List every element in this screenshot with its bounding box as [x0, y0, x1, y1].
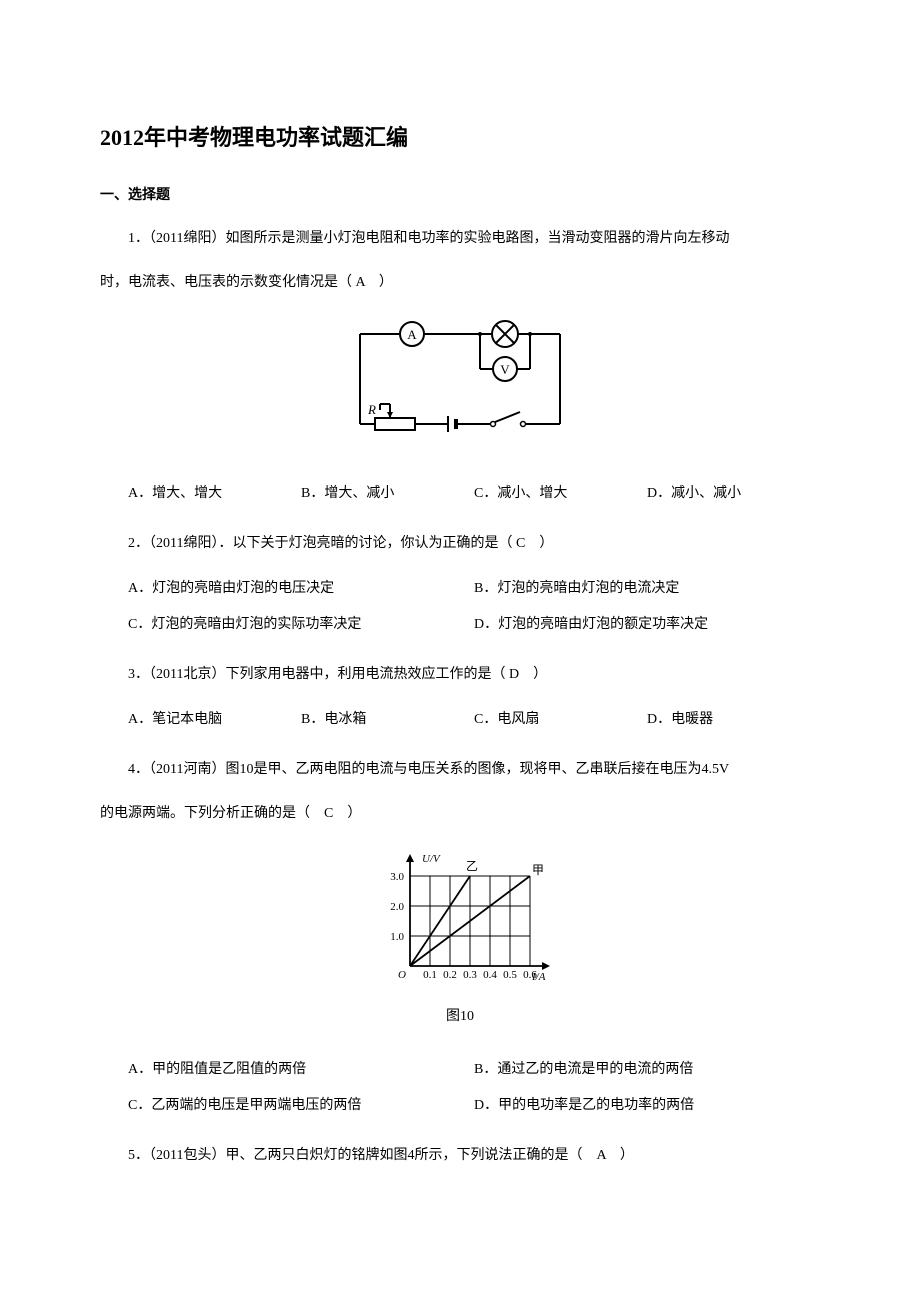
svg-text:O: O	[398, 969, 406, 981]
q1-opt-c: C．减小、增大	[474, 483, 647, 505]
q1-options: A．增大、增大 B．增大、减小 C．减小、增大 D．减小、减小	[100, 483, 820, 505]
q2-opt-a: A．灯泡的亮暗由灯泡的电压决定	[128, 578, 474, 600]
q2-opt-b: B．灯泡的亮暗由灯泡的电流决定	[474, 578, 820, 600]
q1-opt-a: A．增大、增大	[128, 483, 301, 505]
section-heading: 一、选择题	[100, 185, 820, 207]
q5-text: 5．（2011包头）甲、乙两只白炽灯的铭牌如图4所示，下列说法正确的是（ A ）	[100, 1145, 820, 1167]
q1-opt-b: B．增大、减小	[301, 483, 474, 505]
svg-text:A: A	[407, 327, 417, 342]
q2-opts-row1: A．灯泡的亮暗由灯泡的电压决定 B．灯泡的亮暗由灯泡的电流决定	[100, 578, 820, 600]
svg-text:0.2: 0.2	[443, 969, 457, 981]
svg-text:1.0: 1.0	[390, 931, 404, 943]
q4-chart-caption: 图10	[100, 1006, 820, 1028]
svg-text:R: R	[367, 402, 376, 417]
q3-opt-a: A．笔记本电脑	[128, 709, 301, 731]
q1-text-line2: 时，电流表、电压表的示数变化情况是（ A ）	[100, 272, 820, 294]
q2-text: 2．（2011绵阳）．以下关于灯泡亮暗的讨论，你认为正确的是（ C ）	[100, 533, 820, 555]
svg-text:U/V: U/V	[422, 853, 441, 865]
q4-chart: U/VI/AO1.02.03.00.10.20.30.40.50.6甲乙 图10	[100, 846, 820, 1029]
svg-text:甲: 甲	[532, 863, 544, 877]
q3-opt-b: B．电冰箱	[301, 709, 474, 731]
q4-text-line1: 4．（2011河南）图10是甲、乙两电阻的电流与电压关系的图像，现将甲、乙串联后…	[100, 759, 820, 781]
q1-text-line1: 1．（2011绵阳）如图所示是测量小灯泡电阻和电功率的实验电路图，当滑动变阻器的…	[100, 228, 820, 250]
q3-options: A．笔记本电脑 B．电冰箱 C．电风扇 D．电暖器	[100, 709, 820, 731]
q4-text-line2: 的电源两端。下列分析正确的是（ C ）	[100, 803, 820, 825]
page-title: 2012年中考物理电功率试题汇编	[100, 120, 820, 155]
q4-opts-row2: C．乙两端的电压是甲两端电压的两倍 D．甲的电功率是乙的电功率的两倍	[100, 1095, 820, 1117]
q4-opt-a: A．甲的阻值是乙阻值的两倍	[128, 1059, 474, 1081]
svg-text:0.1: 0.1	[423, 969, 437, 981]
svg-text:0.5: 0.5	[503, 969, 517, 981]
svg-text:0.4: 0.4	[483, 969, 497, 981]
svg-text:乙: 乙	[466, 859, 478, 873]
q2-opts-row2: C．灯泡的亮暗由灯泡的实际功率决定 D．灯泡的亮暗由灯泡的额定功率决定	[100, 614, 820, 636]
q4-opt-b: B．通过乙的电流是甲的电流的两倍	[474, 1059, 820, 1081]
q3-opt-c: C．电风扇	[474, 709, 647, 731]
q2-opt-c: C．灯泡的亮暗由灯泡的实际功率决定	[128, 614, 474, 636]
svg-text:0.6: 0.6	[523, 969, 537, 981]
q4-opt-c: C．乙两端的电压是甲两端电压的两倍	[128, 1095, 474, 1117]
q3-text: 3．（2011北京）下列家用电器中，利用电流热效应工作的是（ D ）	[100, 664, 820, 686]
q4-opt-d: D．甲的电功率是乙的电功率的两倍	[474, 1095, 820, 1117]
svg-text:2.0: 2.0	[390, 901, 404, 913]
q3-opt-d: D．电暖器	[647, 709, 820, 731]
q1-circuit-diagram: A R V	[100, 314, 820, 452]
q4-opts-row1: A．甲的阻值是乙阻值的两倍 B．通过乙的电流是甲的电流的两倍	[100, 1059, 820, 1081]
svg-text:V: V	[500, 362, 510, 377]
svg-text:0.3: 0.3	[463, 969, 477, 981]
svg-text:3.0: 3.0	[390, 871, 404, 883]
q2-opt-d: D．灯泡的亮暗由灯泡的额定功率决定	[474, 614, 820, 636]
q1-opt-d: D．减小、减小	[647, 483, 820, 505]
